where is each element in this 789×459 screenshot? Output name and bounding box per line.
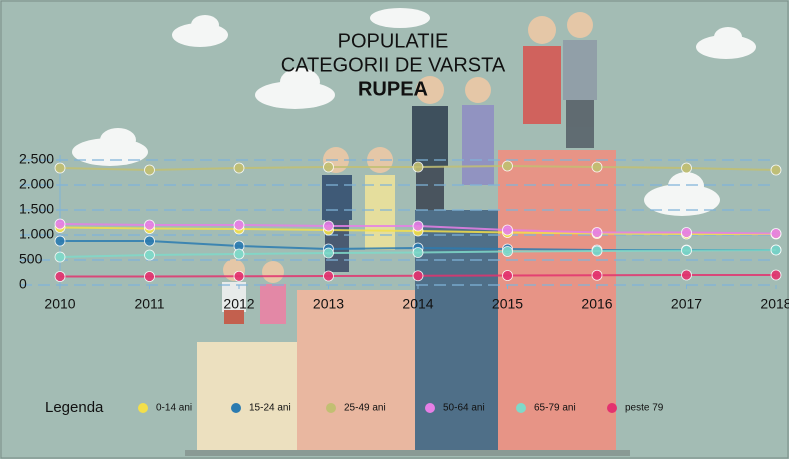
data-point: [144, 249, 155, 261]
data-point: [54, 235, 66, 247]
x-tick-label: 2011: [134, 296, 164, 312]
legend-swatch: [516, 403, 526, 413]
data-point: [323, 247, 334, 259]
data-point: [54, 162, 66, 174]
chart-title: POPULATIE: [338, 30, 449, 52]
data-point: [770, 228, 782, 239]
data-point: [770, 244, 782, 256]
data-point: [681, 269, 692, 281]
data-point: [54, 251, 66, 263]
legend-swatch: [326, 403, 336, 413]
x-tick-label: 2013: [313, 296, 344, 312]
data-point: [591, 245, 603, 257]
data-point: [591, 269, 603, 281]
data-point: [233, 219, 245, 231]
data-point: [502, 246, 513, 257]
data-point: [323, 161, 334, 173]
data-point: [591, 227, 603, 238]
data-point: [681, 162, 692, 174]
data-point: [502, 224, 513, 236]
legend-title: Legenda: [45, 399, 104, 416]
data-point: [502, 160, 513, 172]
legend-label: 25-49 ani: [344, 403, 386, 414]
y-tick-label: 500: [19, 251, 43, 267]
data-point: [233, 162, 245, 174]
data-point: [144, 219, 155, 231]
data-point: [54, 218, 66, 230]
legend-swatch: [425, 403, 435, 413]
x-tick-label: 2017: [671, 296, 702, 312]
people: [222, 12, 597, 324]
data-point: [770, 164, 782, 176]
data-point: [54, 271, 66, 282]
data-point: [233, 270, 245, 282]
y-tick-label: 0: [19, 276, 27, 292]
chart-title: RUPEA: [358, 78, 428, 100]
data-point: [502, 270, 513, 281]
x-tick-label: 2010: [44, 296, 75, 312]
data-point: [770, 269, 782, 281]
data-point: [412, 270, 424, 282]
data-point: [412, 161, 424, 173]
legend-label: 0-14 ani: [156, 403, 192, 414]
legend-label: 15-24 ani: [249, 403, 291, 414]
x-tick-label: 2015: [492, 296, 523, 312]
y-tick-label: 2.500: [19, 151, 54, 167]
data-point: [144, 271, 155, 282]
clouds: [72, 8, 756, 216]
data-point: [323, 220, 334, 232]
data-point: [323, 270, 334, 282]
y-tick-label: 2.000: [19, 176, 54, 192]
x-tick-label: 2018: [760, 296, 789, 312]
legend-swatch: [138, 403, 148, 413]
data-point: [144, 164, 155, 176]
data-point: [412, 247, 424, 258]
y-tick-label: 1.500: [19, 201, 54, 217]
x-tick-label: 2012: [223, 296, 254, 312]
data-point: [681, 245, 692, 256]
x-tick-label: 2014: [402, 296, 433, 312]
legend-swatch: [607, 403, 617, 413]
y-tick-label: 1.000: [19, 226, 54, 242]
data-point: [412, 220, 424, 232]
data-point: [144, 235, 155, 247]
x-tick-label: 2016: [581, 296, 612, 312]
legend-label: peste 79: [625, 403, 664, 414]
data-point: [233, 248, 245, 260]
data-point: [591, 161, 603, 173]
chart-title: CATEGORII DE VARSTA: [281, 54, 506, 76]
legend-label: 50-64 ani: [443, 403, 485, 414]
legend-swatch: [231, 403, 241, 413]
legend-label: 65-79 ani: [534, 403, 576, 414]
data-point: [681, 227, 692, 238]
